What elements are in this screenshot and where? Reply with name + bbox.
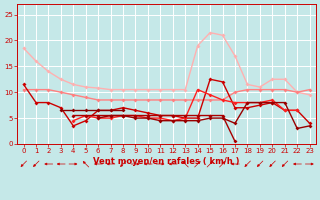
X-axis label: Vent moyen/en rafales ( km/h ): Vent moyen/en rafales ( km/h ) [93, 157, 240, 166]
